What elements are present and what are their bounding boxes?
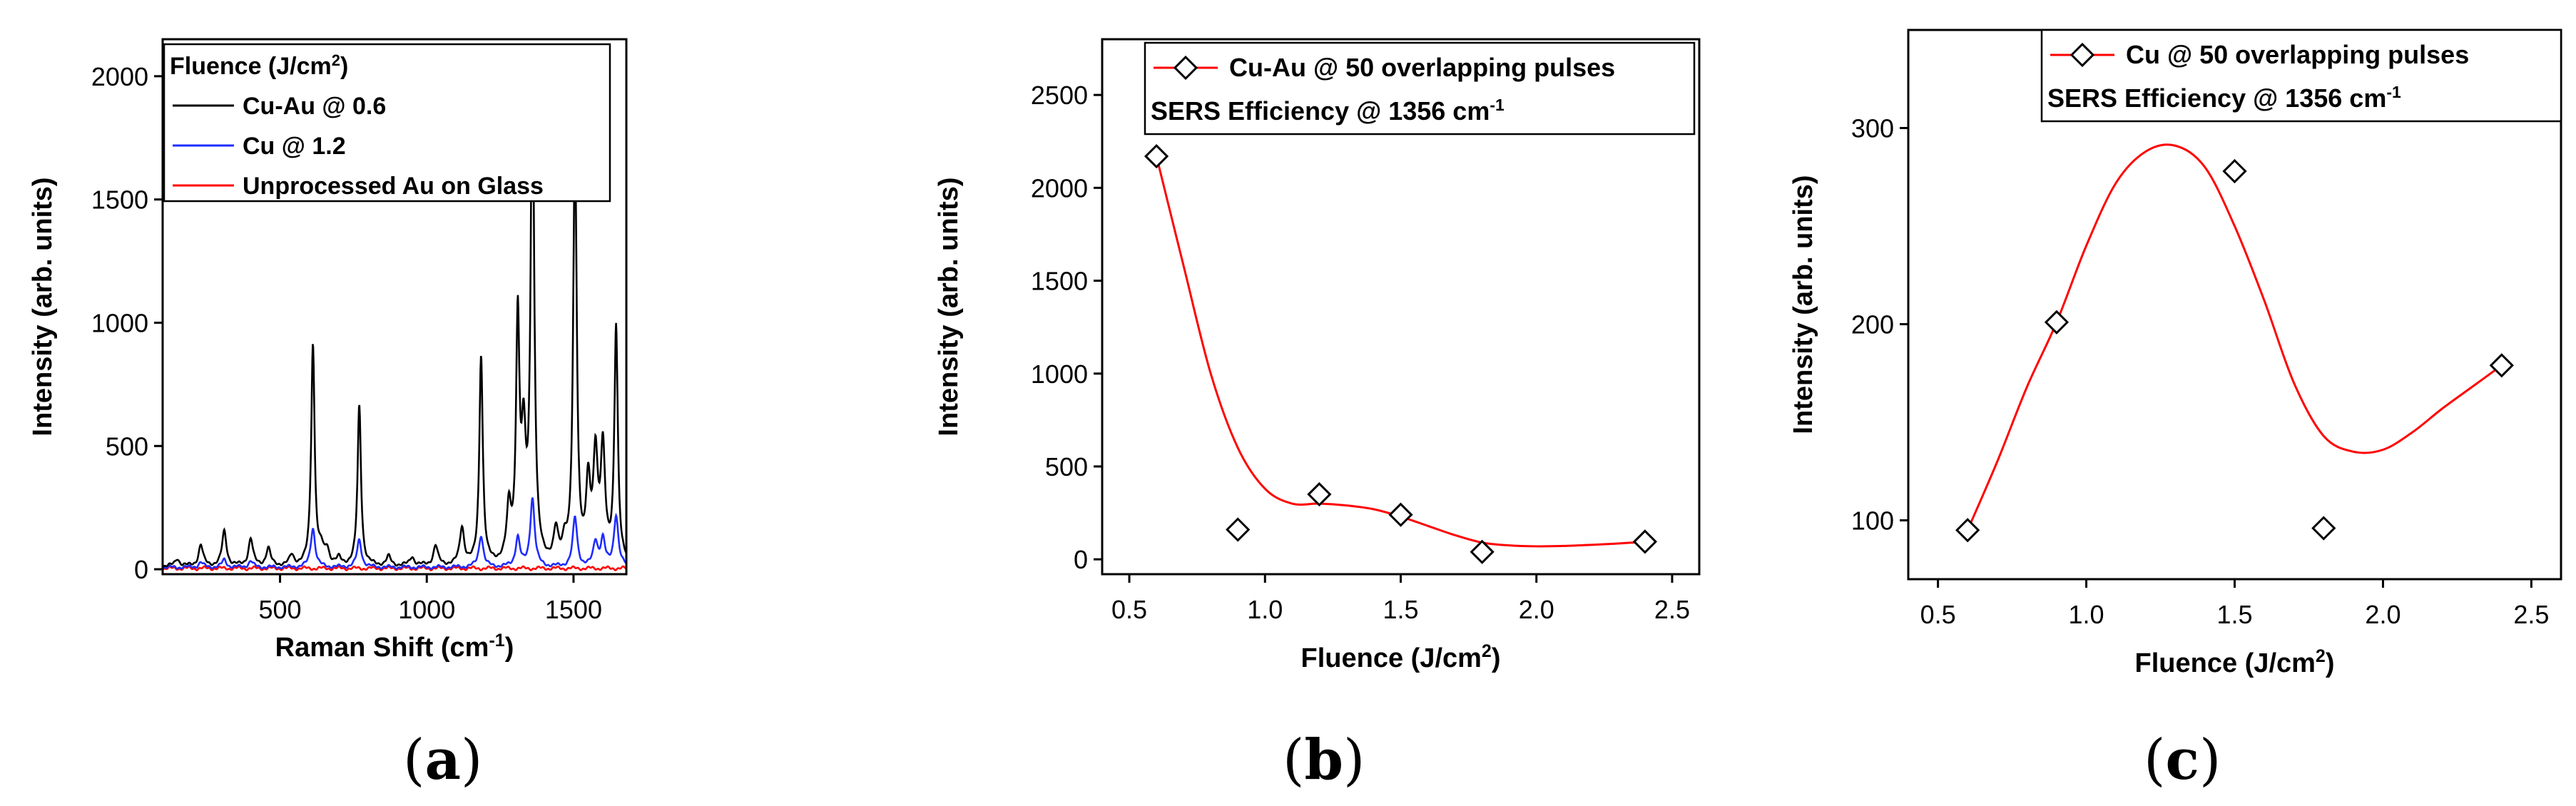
x-tick-label-c-3: 2.0 xyxy=(2365,600,2401,629)
x-tick-label-c-4: 2.5 xyxy=(2513,600,2549,629)
y-tick-label-a-4: 2000 xyxy=(91,62,148,91)
x-tick-label-a-0: 500 xyxy=(259,595,302,624)
legend-entry-c: Cu @ 50 overlapping pulses xyxy=(2126,40,2469,69)
data-point-b-1 xyxy=(1226,517,1251,542)
legend-swatch-marker-c xyxy=(2070,42,2095,68)
data-point-b-4 xyxy=(1470,539,1495,564)
legend-entry-a-2: Unprocessed Au on Glass xyxy=(243,173,544,200)
x-tick-label-c-0: 0.5 xyxy=(1920,600,1956,629)
legend-box-a xyxy=(163,43,611,203)
x-tick-label-b-4: 2.5 xyxy=(1654,595,1690,624)
x-axis-label-c: Fluence (J/cm2) xyxy=(2135,646,2335,678)
data-point-c-0 xyxy=(1955,518,1980,543)
y-tick-label-c-1: 200 xyxy=(1851,310,1894,340)
y-axis-label-b: Intensity (arb. units) xyxy=(934,177,964,436)
x-axis-label-a: Raman Shift (cm-1) xyxy=(275,631,514,663)
x-tick-label-b-2: 1.5 xyxy=(1383,595,1418,624)
y-tick-label-a-3: 1500 xyxy=(91,185,148,215)
y-tick-label-c-2: 300 xyxy=(1851,114,1894,143)
panel-label-b: (b) xyxy=(1283,728,1365,792)
legend-box-b xyxy=(1144,41,1696,136)
data-point-b-2 xyxy=(1307,481,1332,507)
x-axis-label-b: Fluence (J/cm2) xyxy=(1301,641,1501,673)
y-axis-label-a: Intensity (arb. units) xyxy=(28,177,58,436)
x-tick-label-a-2: 1500 xyxy=(545,595,602,624)
legend-entry-a-0: Cu-Au @ 0.6 xyxy=(243,93,386,120)
data-point-c-3 xyxy=(2311,516,2336,541)
legend-entry-b: Cu-Au @ 50 overlapping pulses xyxy=(1229,53,1615,82)
x-tick-label-c-1: 1.0 xyxy=(2069,600,2104,629)
legend-swatch-marker-b xyxy=(1173,55,1198,81)
y-tick-label-a-0: 0 xyxy=(134,555,148,584)
x-tick-label-b-0: 0.5 xyxy=(1111,595,1147,624)
legend-note-c: SERS Efficiency @ 1356 cm-1 xyxy=(2047,83,2401,113)
y-tick-label-b-4: 2000 xyxy=(1031,173,1088,203)
y-tick-label-b-5: 2500 xyxy=(1031,81,1088,110)
panel-label-a: (a) xyxy=(403,728,483,792)
chart-panel-a: 500 1000 1500 0 500 1000 1500 2000 Intensity (ar… xyxy=(28,38,628,663)
data-point-b-3 xyxy=(1388,502,1413,527)
data-point-c-1 xyxy=(2044,310,2070,335)
legend-title-a: Fluence (J/cm2) xyxy=(170,51,348,81)
x-tick-label-b-1: 1.0 xyxy=(1247,595,1283,624)
spectrum-line-1 xyxy=(163,497,626,571)
legend-note-b: SERS Efficiency @ 1356 cm-1 xyxy=(1151,96,1505,126)
data-point-b-0 xyxy=(1144,143,1169,169)
x-tick-label-a-1: 1000 xyxy=(398,595,455,624)
y-tick-label-b-3: 1500 xyxy=(1031,267,1088,296)
chart-panel-c: 0.5 1.0 1.5 2.0 2.5 100 200 300 Intensity (arb. … xyxy=(1788,29,2562,678)
data-point-c-2 xyxy=(2222,158,2247,184)
x-tick-label-b-3: 2.0 xyxy=(1519,595,1554,624)
legend-entry-a-1: Cu @ 1.2 xyxy=(243,133,346,160)
y-tick-label-a-1: 500 xyxy=(106,432,148,461)
legend-box-c xyxy=(2040,29,2562,123)
panel-label-c: (c) xyxy=(2144,728,2221,792)
y-tick-label-c-0: 100 xyxy=(1851,506,1894,536)
y-tick-label-b-2: 1000 xyxy=(1031,359,1088,389)
fit-curve-c xyxy=(1966,143,2503,531)
x-tick-label-c-2: 1.5 xyxy=(2216,600,2252,629)
y-tick-label-b-0: 0 xyxy=(1074,545,1088,574)
data-point-c-4 xyxy=(2489,353,2514,378)
fit-curve-b xyxy=(1155,155,1646,548)
y-axis-label-c: Intensity (arb. units) xyxy=(1788,175,1818,434)
spectrum-line-0 xyxy=(163,44,626,568)
data-point-b-5 xyxy=(1632,529,1658,554)
y-tick-label-a-2: 1000 xyxy=(91,308,148,337)
chart-panel-b: 0.5 1.0 1.5 2.0 2.5 0 500 1000 1500 2000 2500 Inten… xyxy=(934,38,1701,673)
y-tick-label-b-1: 500 xyxy=(1045,452,1088,481)
plot-frame-a xyxy=(161,38,628,576)
